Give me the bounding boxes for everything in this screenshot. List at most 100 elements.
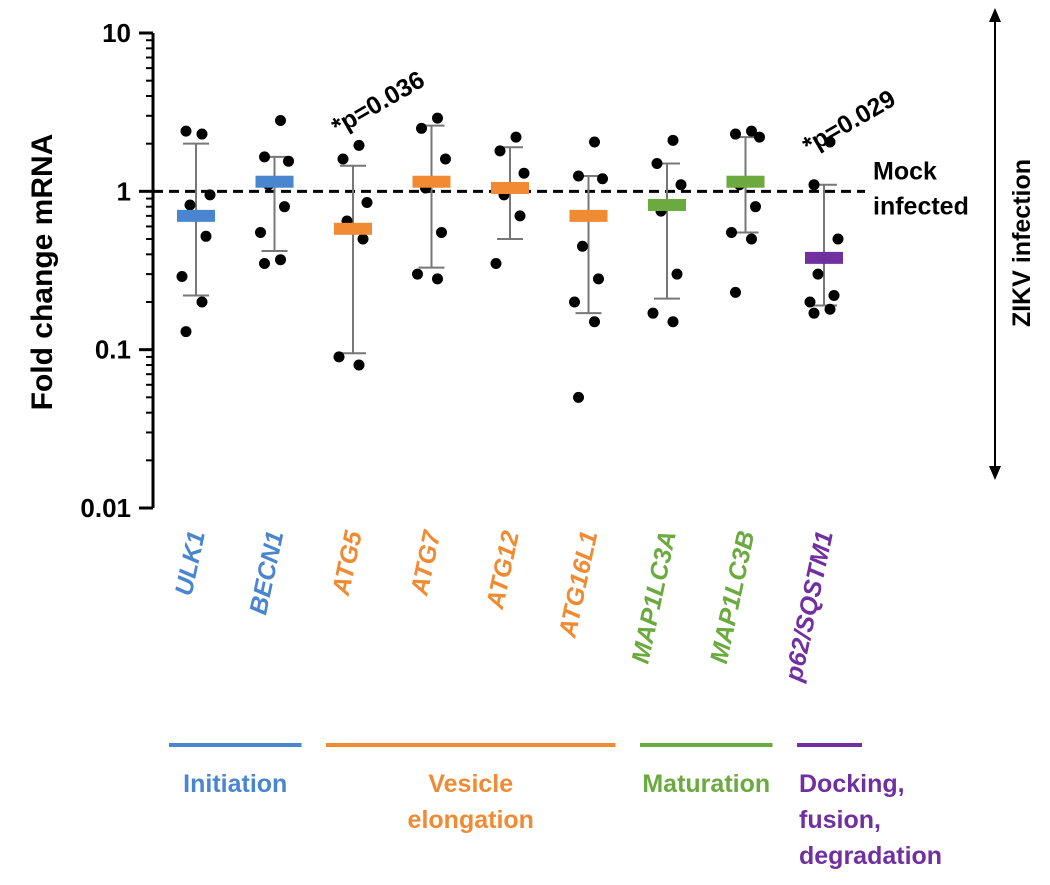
data-point [416, 122, 427, 134]
data-point [196, 296, 208, 308]
gene-label: ATG16L1 [553, 528, 603, 640]
data-point [412, 268, 423, 280]
y-tick-label: 1 [117, 176, 131, 206]
mean-bar [726, 175, 765, 188]
data-point [824, 136, 836, 148]
data-point [204, 189, 216, 201]
data-point [440, 153, 451, 165]
data-point [726, 226, 737, 238]
data-point [180, 125, 192, 137]
data-point [490, 258, 502, 270]
data-point [589, 136, 600, 148]
data-point [337, 153, 349, 165]
group-label-docking: fusion, [799, 806, 881, 834]
mock-infected-label: infected [873, 192, 969, 220]
data-point [730, 128, 741, 140]
mean-bar [177, 209, 215, 222]
data-point [730, 286, 741, 298]
gene-label: BECN1 [244, 528, 289, 617]
data-point [808, 179, 820, 191]
data-point [184, 199, 196, 211]
data-point [279, 201, 290, 213]
data-point [518, 167, 530, 179]
data-point [593, 273, 604, 285]
data-point [667, 316, 679, 328]
zikv-arrow-up-head [989, 8, 1001, 22]
data-point [275, 254, 286, 266]
mean-bar [255, 175, 294, 188]
data-point [436, 226, 447, 238]
y-tick-label: 0.1 [95, 335, 131, 365]
data-point [647, 307, 659, 319]
data-point [333, 351, 345, 363]
data-point [804, 296, 816, 308]
mean-bar [412, 175, 451, 188]
group-label-elongation: Vesicle [428, 770, 513, 798]
data-point [353, 139, 365, 151]
data-point [812, 268, 824, 280]
data-point [824, 303, 836, 315]
data-point [754, 131, 765, 143]
data-point [808, 307, 820, 319]
data-point [514, 210, 526, 222]
data-point [832, 233, 844, 245]
data-point [196, 128, 208, 140]
data-point [259, 258, 270, 270]
gene-label: ATG12 [481, 528, 525, 612]
data-point [353, 359, 365, 371]
data-point [651, 157, 663, 169]
group-label-docking: Docking, [799, 770, 905, 798]
data-point [494, 145, 506, 157]
data-point [357, 233, 369, 245]
mean-bar [805, 251, 843, 264]
y-axis-title: Fold change mRNA [26, 134, 59, 411]
gene-label: ULK1 [170, 528, 211, 598]
group-label-elongation: elongation [408, 806, 534, 834]
zikv-infection-label: ZIKV infection [1008, 159, 1036, 327]
data-point [573, 170, 584, 182]
data-point [180, 326, 192, 338]
data-point [259, 151, 270, 163]
group-label-docking: degradation [799, 842, 942, 870]
data-point [577, 240, 588, 252]
data-point [675, 179, 687, 191]
y-tick-label: 10 [102, 18, 131, 48]
data-point [176, 270, 188, 282]
p-value-annotation: *p=0.029 [798, 85, 900, 160]
mean-bar [648, 198, 686, 211]
data-point [510, 131, 522, 143]
data-point [597, 173, 608, 185]
data-point [255, 226, 266, 238]
gene-label: MAP1LC3A [626, 528, 681, 666]
p-value-annotation: *p=0.036 [327, 66, 429, 141]
gene-label: ATG7 [405, 527, 446, 598]
mean-bar [569, 209, 608, 222]
data-point [828, 289, 840, 301]
mock-infected-label: Mock [873, 157, 937, 185]
data-point [746, 233, 757, 245]
gene-label: ATG5 [327, 527, 368, 598]
data-point [667, 134, 679, 146]
y-tick-label: 0.01 [80, 493, 131, 523]
data-point [432, 112, 443, 124]
data-point [432, 273, 443, 285]
mean-bar [491, 181, 529, 194]
group-label-initiation: Initiation [183, 770, 287, 798]
group-label-maturation: Maturation [642, 770, 770, 798]
data-point [283, 155, 294, 167]
data-point [275, 115, 286, 127]
gene-label: MAP1LC3B [705, 528, 760, 666]
data-point [750, 201, 761, 213]
zikv-arrow-down-head [989, 466, 1001, 480]
gene-label: p62/SQSTM1 [779, 528, 838, 684]
data-point [746, 125, 757, 137]
data-point [589, 316, 600, 328]
data-point [361, 197, 373, 209]
data-point [200, 230, 212, 242]
data-point [573, 391, 584, 403]
data-point [569, 296, 580, 308]
data-point [671, 268, 683, 280]
mean-bar [334, 222, 372, 235]
plot-area: 10 1 0.1 0.01 Mock infected ULK1 BECN1 ATG5 ATG7 A… [80, 8, 1001, 870]
